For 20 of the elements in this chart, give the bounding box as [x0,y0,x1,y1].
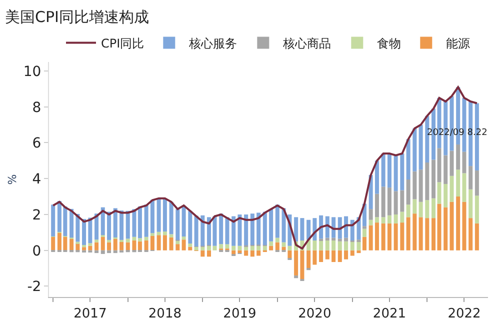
x-tick-label: 2022 [448,306,481,322]
y-tick-label: 8 [32,100,42,116]
y-tick-label: 6 [32,136,42,152]
y-tick-label: 0 [32,243,42,260]
legend-label: 核心商品 [282,36,332,50]
legend-label: 食物 [377,36,402,50]
y-axis-title: % [6,174,20,185]
legend-label: 能源 [446,36,470,50]
y-tick-label: 4 [32,172,42,188]
legend-label: 核心服务 [188,36,238,50]
legend-label: CPI同比 [101,36,144,50]
y-tick-label: 2 [32,207,42,224]
x-tick-label: 2021 [372,306,406,322]
x-tick-label: 2020 [298,306,332,322]
y-tick-label: -2 [27,279,42,296]
chart-title: 美国CPI同比增速构成 [5,8,149,26]
y-tick-label: 10 [23,64,42,80]
x-tick-label: 2018 [148,306,182,322]
x-tick-label: 2017 [74,306,107,322]
x-tick-label: 2019 [223,306,256,322]
